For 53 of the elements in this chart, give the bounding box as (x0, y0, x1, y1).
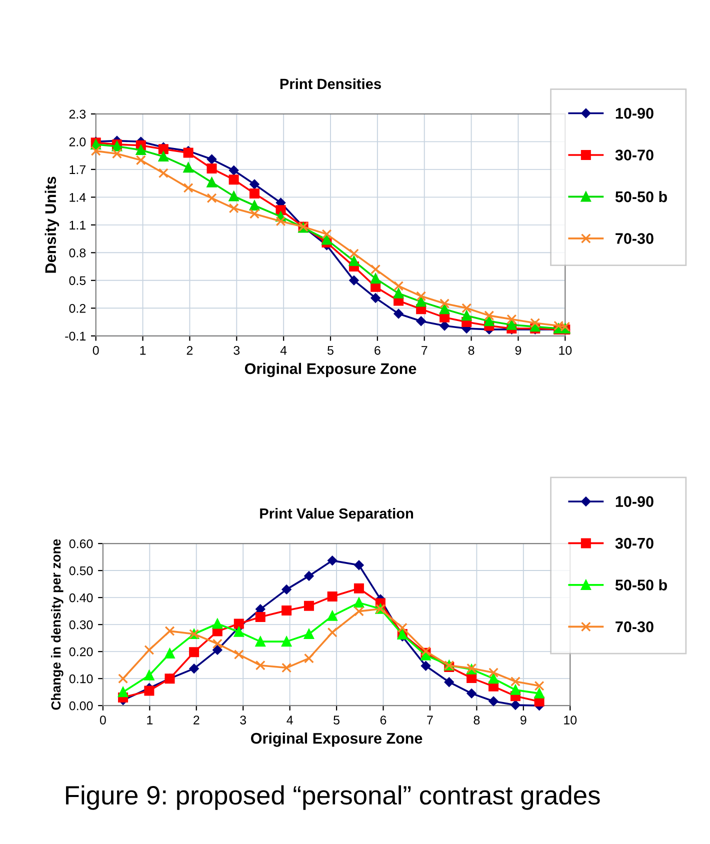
y-tick-label: 0.30 (69, 620, 93, 630)
y-tick-label: 1.4 (70, 193, 86, 202)
x-tick-label: 2 (194, 716, 200, 724)
legend-label: 10-90 (616, 496, 654, 507)
legend-label: 30-70 (615, 538, 654, 549)
x-axis-title: Original Exposure Zone (244, 362, 416, 378)
x-tick-label: 6 (374, 346, 380, 355)
y-tick-label: 1.7 (70, 165, 86, 174)
x-tick-label: 1 (140, 346, 146, 355)
y-tick-label: 0.50 (69, 566, 93, 576)
x-tick-label: 7 (427, 716, 433, 724)
x-tick-label: 8 (468, 346, 474, 355)
x-tick-label: 0 (100, 716, 106, 724)
x-tick-label: 0 (92, 346, 99, 355)
y-tick-label: 0.20 (69, 647, 93, 656)
x-tick-label: 7 (422, 346, 428, 355)
y-axis-title: Change in density per zone (50, 539, 64, 710)
legend-label: 10-90 (616, 108, 654, 119)
legend-label: 50-50 b (615, 579, 667, 590)
x-tick-label: 4 (280, 346, 287, 355)
legend-label: 70-30 (616, 233, 654, 244)
legend-label: 70-30 (616, 621, 654, 632)
chart-title: Print Value Separation (260, 508, 414, 522)
y-tick-label: 0.2 (69, 304, 86, 313)
legend-label: 50-50 b (615, 190, 667, 202)
y-tick-label: 0.40 (69, 593, 93, 602)
x-tick-label: 3 (234, 346, 240, 355)
x-tick-label: 5 (334, 716, 340, 724)
y-tick-label: 0.5 (69, 276, 86, 286)
x-tick-label: 10 (564, 716, 577, 724)
x-axis-title: Original Exposure Zone (251, 732, 422, 747)
caption: Figure 9: proposed “personal” contrast grades (66, 785, 600, 810)
x-tick-label: 9 (520, 716, 526, 724)
y-tick-label: 0.00 (69, 701, 93, 710)
y-tick-label: 0.8 (69, 248, 86, 258)
x-tick-label: 8 (474, 716, 480, 724)
y-tick-label: 2.0 (69, 137, 86, 146)
x-tick-label: 4 (286, 716, 293, 724)
y-tick-label: 0.60 (69, 539, 93, 548)
chart-title: Print Densities (280, 78, 381, 90)
y-tick-label: 0.10 (69, 674, 93, 684)
x-tick-label: 5 (328, 346, 334, 355)
x-tick-label: 1 (147, 716, 153, 724)
x-tick-label: 9 (515, 346, 522, 355)
y-tick-label: 1.1 (70, 220, 86, 230)
x-tick-label: 3 (240, 716, 246, 724)
y-tick-label: -0.1 (65, 332, 86, 341)
legend-label: 30-70 (615, 150, 654, 160)
x-tick-label: 2 (186, 346, 193, 355)
x-tick-label: 6 (380, 716, 386, 724)
y-axis-title: Density Units (44, 176, 60, 273)
y-tick-label: 2.3 (69, 110, 86, 119)
x-tick-label: 10 (559, 346, 572, 355)
